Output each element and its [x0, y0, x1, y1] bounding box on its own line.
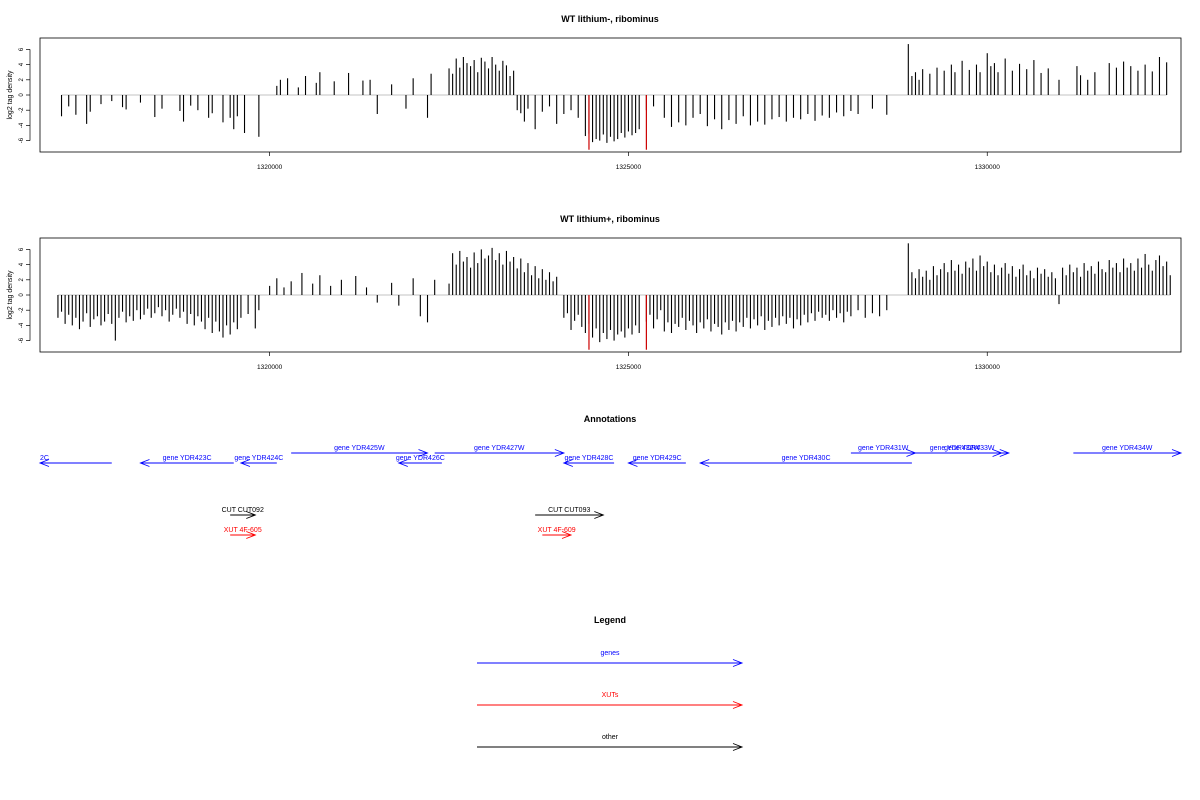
y-tick-label: -2	[19, 107, 25, 113]
legend-arrowhead	[732, 701, 744, 709]
annotations-panel: Annotations 2C gene YDR423C gene YDR424C ge…	[38, 414, 1183, 539]
annotations-title: Annotations	[584, 414, 637, 424]
y-tick-label: 2	[19, 277, 25, 281]
y-tick-label: -6	[19, 337, 25, 343]
feature-label: gene YDR434W	[1102, 445, 1153, 452]
legend-panel: Legend genes XUTs other	[477, 615, 744, 751]
y-tick-label: 2	[19, 77, 25, 81]
legend-label: genes	[600, 650, 620, 657]
x-tick-label: 1325000	[616, 164, 642, 171]
panel-2-title: WT lithium+, ribominus	[560, 214, 660, 224]
panel-1-title: WT lithium-, ribominus	[561, 14, 659, 24]
feature-arrowhead	[397, 459, 408, 467]
panel-1-bars	[60, 44, 1168, 150]
feature-label: gene YDR426C	[396, 455, 445, 462]
legend-arrowhead	[732, 659, 744, 667]
panel-2-axes: 6 4 2 0 -2 -4 -6 1320000 1325000 1330000	[19, 247, 1000, 371]
x-tick-label: 1320000	[257, 164, 283, 171]
legend-label: XUTs	[602, 692, 619, 699]
panel-2-ylabel: log2 tag density	[7, 270, 14, 320]
panel-1-plot-frame	[39, 37, 1182, 153]
y-tick-label: 0	[19, 293, 25, 297]
annotation-features: 2C gene YDR423C gene YDR424C gene YDR425W ge…	[38, 445, 1183, 539]
y-tick-label: 6	[19, 47, 25, 51]
feature-label: CUT CUT092	[222, 507, 264, 514]
panel-2: WT lithium+, ribominus log2 tag density …	[7, 214, 1182, 371]
feature-label: gene YDR427W	[474, 445, 525, 452]
legend-title: Legend	[594, 615, 626, 625]
y-tick-label: -2	[19, 307, 25, 313]
feature-arrowhead	[239, 459, 251, 467]
feature-arrowhead	[246, 511, 257, 519]
x-tick-label: 1330000	[975, 164, 1001, 171]
feature-label: gene YDR425W	[334, 445, 385, 452]
y-tick-label: -6	[19, 137, 25, 143]
feature-label: gene YDR430C	[782, 455, 831, 462]
feature-label: CUT CUT093	[548, 507, 590, 514]
y-tick-label: -4	[19, 322, 25, 328]
x-tick-label: 1330000	[975, 364, 1001, 371]
feature-label: 2C	[40, 455, 49, 462]
panel-1-ylabel: log2 tag density	[7, 70, 14, 120]
feature-label: gene YDR429C	[633, 455, 682, 462]
y-tick-label: 0	[19, 93, 25, 97]
feature-arrowhead	[594, 511, 605, 519]
panel-1-axes: 6 4 2 0 -2 -4 -6 1320000 1325000 1330000	[19, 47, 1000, 171]
feature-arrowhead	[418, 449, 429, 457]
feature-arrowhead	[139, 459, 150, 467]
panel-1: WT lithium-, ribominus log2 tag density …	[7, 14, 1182, 171]
feature-arrowhead	[554, 449, 566, 457]
feature-label: gene YDR431W	[858, 445, 909, 452]
x-tick-label: 1325000	[616, 364, 642, 371]
feature-label: XUT 4F-609	[538, 527, 576, 534]
feature-arrowhead	[698, 459, 710, 467]
x-tick-label: 1320000	[257, 364, 283, 371]
feature-label: gene YDR423C	[163, 455, 212, 462]
y-tick-label: 4	[19, 262, 25, 266]
legend-items: genes XUTs other	[477, 650, 744, 751]
feature-label: gene YDR432W	[930, 445, 981, 452]
panel-2-plot-frame	[39, 237, 1182, 353]
y-tick-label: 4	[19, 62, 25, 66]
feature-label: gene YDR424C	[234, 455, 283, 462]
legend-arrowhead	[732, 743, 744, 751]
feature-arrowhead	[562, 459, 574, 467]
feature-label: gene YDR428C	[565, 455, 614, 462]
panel-2-bars	[57, 243, 1171, 350]
y-tick-label: 6	[19, 247, 25, 251]
y-tick-label: -4	[19, 122, 25, 128]
feature-arrowhead	[38, 459, 50, 467]
feature-arrowhead	[561, 531, 573, 539]
feature-label: gene YDR433W	[944, 445, 995, 452]
feature-arrowhead	[627, 459, 638, 467]
feature-arrowhead	[999, 449, 1011, 457]
legend-label: other	[602, 734, 619, 741]
feature-arrowhead	[1171, 449, 1183, 457]
feature-label: XUT 4F-605	[224, 527, 262, 534]
feature-arrowhead	[246, 531, 257, 539]
